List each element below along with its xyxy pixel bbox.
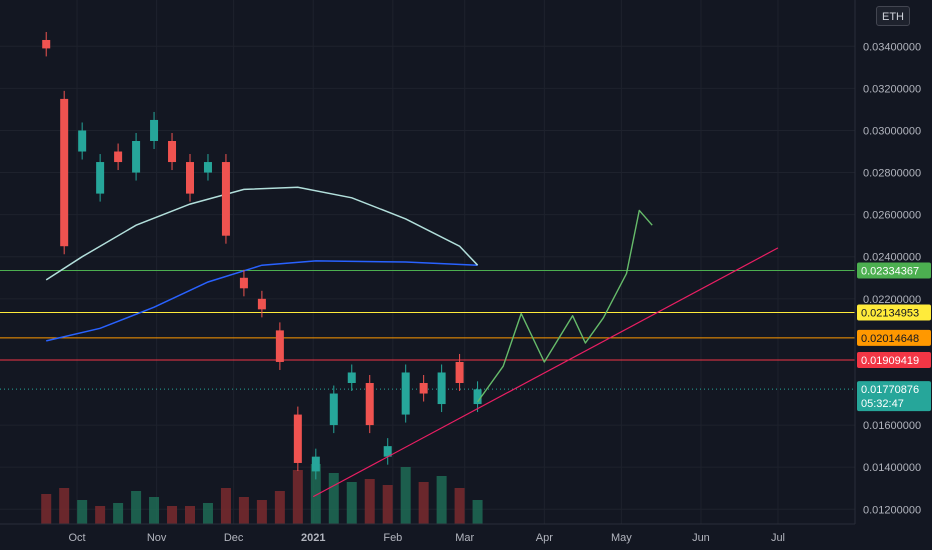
volume-bar [185,506,195,524]
volume-bar [41,494,52,524]
candle-body [168,140,177,163]
candle-body [186,162,194,194]
x-tick-label: Mar [455,532,474,544]
x-tick-label: Jul [771,532,785,544]
x-tick-label: Dec [224,532,244,544]
volume-bar [167,506,178,524]
volume-bar [310,464,321,524]
y-tick-label: 0.02800000 [863,168,921,180]
projection-path [477,209,653,403]
candle-body [257,298,266,310]
volume-bar [59,488,70,524]
volume-bars [41,464,483,524]
candle-body [203,162,212,173]
last-price-tag-countdown: 05:32:47 [861,398,904,410]
time-axis[interactable]: Oct Nov Dec 2021 Feb Mar Apr May Jun Jul [0,523,855,544]
price-level-tag-box [857,329,931,346]
x-tick-label: Feb [383,532,402,544]
trend-line [312,247,779,498]
candle-body [455,361,464,384]
price-level-tag-box [857,262,931,279]
price-level-tag-text: 0.02334367 [861,266,919,278]
volume-bar [436,476,447,524]
price-level-tag-text: 0.02014648 [861,333,919,345]
candle-body [42,39,51,49]
candle-body [311,456,320,472]
y-tick-label: 0.01600000 [863,420,921,432]
x-tick-label: Jun [692,532,710,544]
price-level-tag-text: 0.02134953 [861,308,919,320]
candle-body [150,119,159,141]
last-price-tag-box [857,381,931,412]
volume-bar [77,500,88,524]
volume-bar [256,500,267,524]
volume-bar [113,503,124,524]
drawings [312,209,779,498]
price-level-tag-box [857,351,931,368]
candle-body [347,372,356,384]
price-axis[interactable]: 0.03400000 0.03200000 0.03000000 0.02800000… [854,0,921,524]
candle-body [96,162,105,194]
volume-bar [472,500,483,524]
candle-body [60,98,69,247]
volume-bar [346,482,357,524]
chart-grid [0,0,855,524]
candle-body [293,414,302,463]
candle-body [275,330,284,362]
volume-bar [328,473,339,524]
volume-bar [238,497,249,524]
x-tick-label: May [611,532,632,544]
ma-long-line [46,260,478,342]
volume-bar [220,488,231,524]
x-tick-label: Nov [147,532,167,544]
candle-body [419,383,428,394]
candle-body [437,372,446,405]
x-tick-label: Oct [68,532,85,544]
price-level-tag-text: 0.01909419 [861,355,919,367]
candle-body [114,151,123,163]
y-tick-label: 0.01400000 [863,462,921,474]
ma-short-line [45,186,479,281]
volume-bar [274,491,285,524]
candle-body [221,162,230,236]
candle-body [365,383,374,426]
volume-bar [202,503,213,524]
volume-bar [364,479,375,524]
y-tick-label: 0.02600000 [863,210,921,222]
volume-bar [149,497,160,524]
y-tick-label: 0.03000000 [863,125,921,137]
candle-body [239,277,248,289]
candlesticks [42,31,482,480]
volume-bar [418,482,429,524]
candle-body [329,393,338,426]
last-price-tag-text: 0.01770876 [861,384,919,396]
candle-body [78,130,87,152]
volume-bar [131,491,142,524]
y-tick-label: 0.02400000 [863,252,921,264]
candle-body [383,446,392,457]
price-level-tag-box [857,304,931,321]
moving-averages [45,186,479,342]
y-tick-label: 0.01200000 [863,504,921,516]
y-tick-label: 0.03400000 [863,41,921,53]
x-tick-label: Apr [536,532,553,544]
candle-body [473,389,482,405]
volume-bar [454,488,465,524]
price-tags: 0.02334367 0.02134953 0.02014648 0.01909419… [857,262,931,412]
volume-bar [95,506,106,524]
volume-bar [382,485,393,524]
candle-body [401,372,410,415]
y-tick-label: 0.03200000 [863,83,921,95]
volume-bar [400,467,411,524]
y-tick-label: 0.02200000 [863,294,921,306]
volume-bar [292,470,303,524]
symbol-badge[interactable]: ETH [876,6,910,26]
x-tick-label: 2021 [301,532,325,544]
candle-body [132,140,141,173]
